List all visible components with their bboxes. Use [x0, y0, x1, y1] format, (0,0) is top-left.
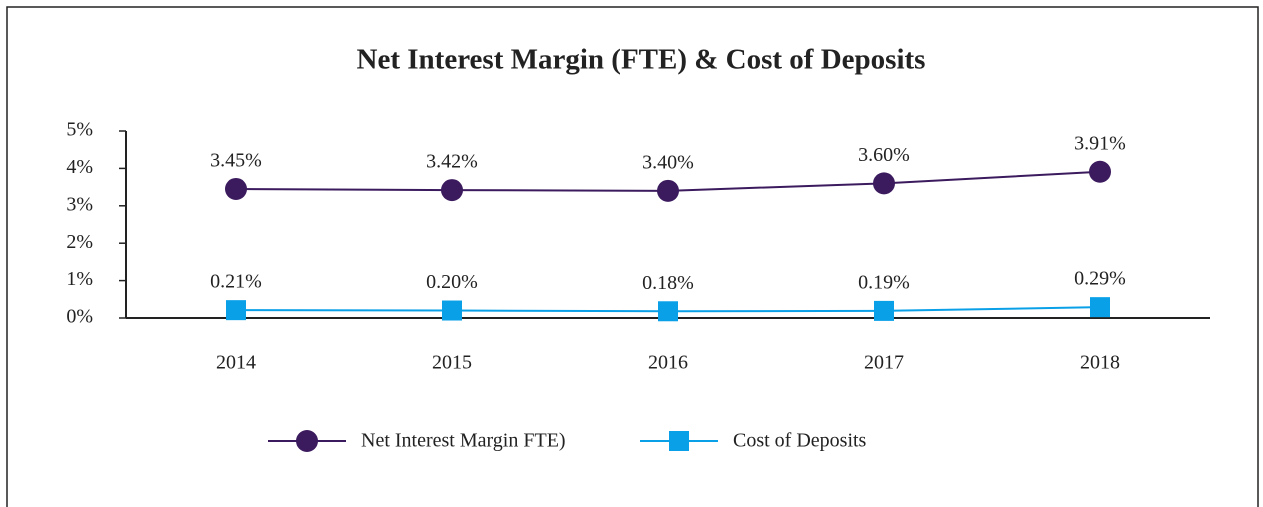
y-tick-label: 2%	[66, 231, 93, 253]
data-point	[1090, 297, 1110, 318]
data-point	[658, 301, 678, 322]
data-label: 3.91%	[1074, 132, 1126, 154]
chart-frame	[6, 6, 1259, 507]
data-label: 0.20%	[426, 271, 478, 293]
y-tick-label: 4%	[66, 156, 93, 178]
x-tick-label: 2018	[1080, 352, 1120, 374]
data-label: 0.19%	[858, 271, 910, 293]
data-point	[441, 179, 463, 202]
data-label: 0.18%	[642, 272, 694, 294]
x-tick-label: 2017	[864, 352, 904, 374]
legend-label: Net Interest Margin FTE)	[361, 430, 566, 452]
data-point	[226, 300, 246, 321]
data-point	[874, 300, 894, 321]
data-label: 3.42%	[426, 151, 478, 173]
chart-title: Net Interest Margin (FTE) & Cost of Depo…	[357, 44, 926, 76]
x-tick-label: 2014	[216, 352, 256, 374]
data-label: 0.29%	[1074, 268, 1126, 290]
data-label: 3.45%	[210, 150, 262, 172]
legend-marker	[669, 431, 689, 451]
x-tick-label: 2015	[432, 352, 472, 374]
legend-marker	[296, 430, 318, 452]
data-label: 0.21%	[210, 271, 262, 293]
data-point	[873, 172, 895, 195]
y-tick-label: 0%	[66, 306, 93, 328]
data-point	[225, 177, 247, 200]
x-tick-label: 2016	[648, 352, 688, 374]
data-point	[442, 300, 462, 321]
data-point	[1089, 160, 1111, 183]
y-tick-label: 1%	[66, 268, 93, 290]
data-point	[657, 179, 679, 202]
data-label: 3.60%	[858, 144, 910, 166]
y-tick-label: 5%	[66, 119, 93, 141]
y-tick-label: 3%	[66, 193, 93, 215]
data-label: 3.40%	[642, 151, 694, 173]
legend-label: Cost of Deposits	[733, 430, 867, 452]
